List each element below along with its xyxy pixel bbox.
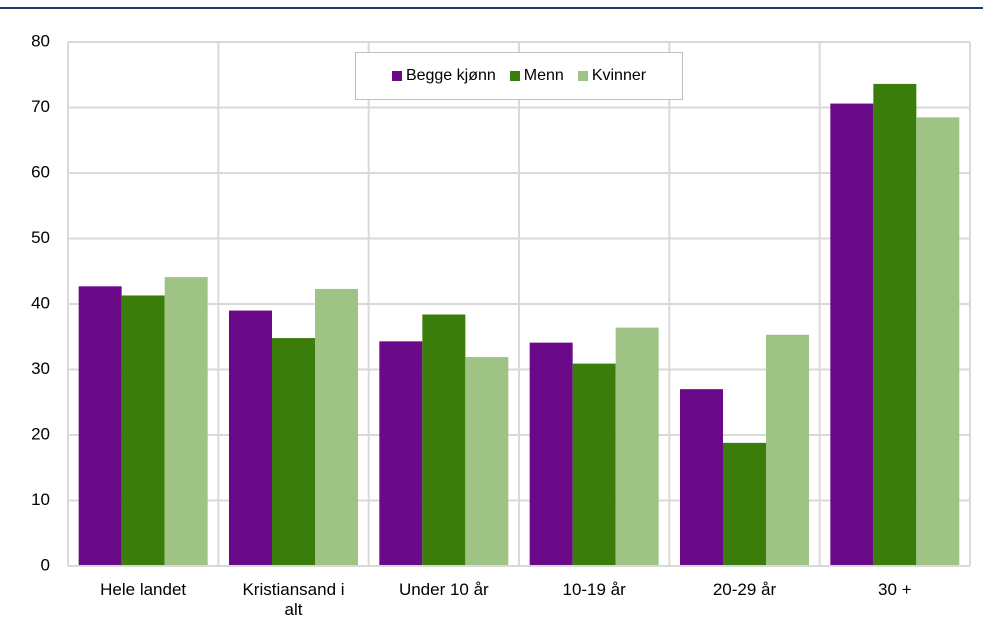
bar [315,288,358,566]
x-tick-label: Under 10 år [398,580,489,599]
y-tick-label: 40 [31,293,50,312]
legend: Begge kjønn Menn Kvinner [355,52,683,100]
bar [272,338,315,566]
x-tick-label: 20-29 år [712,580,777,599]
bar [723,442,766,566]
legend-swatch [391,71,402,81]
legend-label: Kvinner [591,67,647,84]
bar [121,295,165,566]
bar [916,117,960,566]
y-tick-label: 60 [31,162,50,181]
legend-swatch [509,71,520,81]
bar [766,334,809,566]
y-tick-label: 30 [31,359,50,378]
bar [873,83,917,567]
y-tick-label: 20 [31,424,50,443]
y-tick-label: 80 [31,31,50,50]
legend-label: Begge kjønn [405,67,496,84]
bar [615,327,659,566]
legend-item: Kvinner [577,67,647,85]
x-tick-label: 30 + [878,580,912,599]
bar [680,389,723,566]
bar [379,341,423,566]
bar [78,286,122,566]
legend-item: Menn [509,67,564,85]
bar [422,314,466,566]
legend-label: Menn [523,67,564,84]
bar [229,310,272,566]
legend-item: Begge kjønn [391,67,496,85]
legend-swatch [577,71,588,81]
y-tick-label: 70 [31,97,50,116]
y-tick-label: 10 [31,490,50,509]
bar [529,342,573,566]
x-tick-label: Hele landet [100,580,187,599]
bar [830,103,874,566]
bar [572,363,616,566]
y-tick-label: 50 [31,228,50,247]
y-tick-label: 0 [41,555,50,574]
bar [164,277,208,566]
bar [465,357,509,566]
x-tick-label: Kristiansand i alt [242,580,345,619]
x-tick-label: 10-19 år [562,580,626,599]
